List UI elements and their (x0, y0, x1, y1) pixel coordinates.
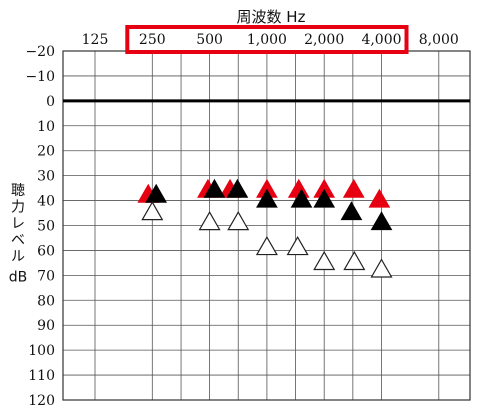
grid (63, 50, 470, 401)
y-tick-label: 100 (28, 343, 55, 359)
y-tick-label: 60 (37, 243, 55, 259)
highlight-box (125, 25, 409, 54)
y-axis-unit: dB (9, 270, 28, 286)
y-axis: −20 −10 0 10 20 30 40 50 60 70 80 90 100 110 120 (25, 44, 55, 409)
y-axis-label-char: ベ (11, 233, 25, 249)
black-triangle-point (370, 211, 393, 231)
y-axis-label-char: 力 (11, 200, 25, 216)
y-axis-label-char: レ (11, 216, 25, 232)
hollow-triangle-point (198, 211, 221, 231)
black-triangle-point (340, 201, 363, 221)
y-tick-label: 20 (37, 144, 55, 160)
hollow-triangle-point (141, 201, 164, 221)
hollow-triangle-point (343, 250, 366, 271)
y-axis-label-char: 聴 (11, 183, 25, 199)
y-tick-label: 40 (37, 194, 55, 210)
x-tick-label: 1,000 (247, 32, 287, 48)
y-tick-label: 90 (37, 318, 55, 334)
y-tick-label: 10 (37, 119, 55, 135)
y-tick-label: −10 (25, 69, 55, 85)
chart-title: 周波数 Hz (237, 8, 306, 26)
x-tick-label: 8,000 (419, 32, 459, 48)
y-tick-label: 80 (37, 293, 55, 309)
y-tick-label: 50 (37, 219, 55, 235)
x-axis: 125 250 500 1,000 2,000 4,000 8,000 (82, 25, 459, 54)
hollow-triangle-point (313, 250, 336, 271)
y-tick-label: 0 (46, 94, 55, 110)
black-triangle-point (313, 188, 336, 208)
hollow-triangle-point (286, 235, 309, 256)
x-tick-label: 500 (196, 32, 223, 48)
x-tick-label: 125 (82, 32, 109, 48)
data-marks (137, 178, 393, 278)
red-triangle-point (342, 178, 365, 198)
red-triangle-point (368, 188, 391, 208)
black-triangle-point (145, 183, 168, 203)
black-triangle-point (290, 188, 313, 208)
y-tick-label: 110 (28, 368, 55, 384)
black-triangle-point (226, 178, 249, 198)
black-triangle-point (203, 178, 226, 198)
y-tick-label: 30 (37, 169, 55, 185)
hollow-triangle-point (227, 211, 250, 231)
hollow-triangle-point (370, 258, 393, 278)
y-tick-label: 70 (37, 268, 55, 284)
y-axis-label-char: ル (11, 249, 25, 265)
black-triangle-point (256, 188, 278, 208)
y-tick-label: −20 (25, 44, 55, 60)
x-tick-label: 4,000 (361, 32, 401, 48)
y-tick-label: 120 (28, 393, 55, 409)
x-tick-label: 2,000 (304, 32, 344, 48)
x-tick-label: 250 (139, 32, 166, 48)
hollow-triangle-point (255, 235, 278, 256)
